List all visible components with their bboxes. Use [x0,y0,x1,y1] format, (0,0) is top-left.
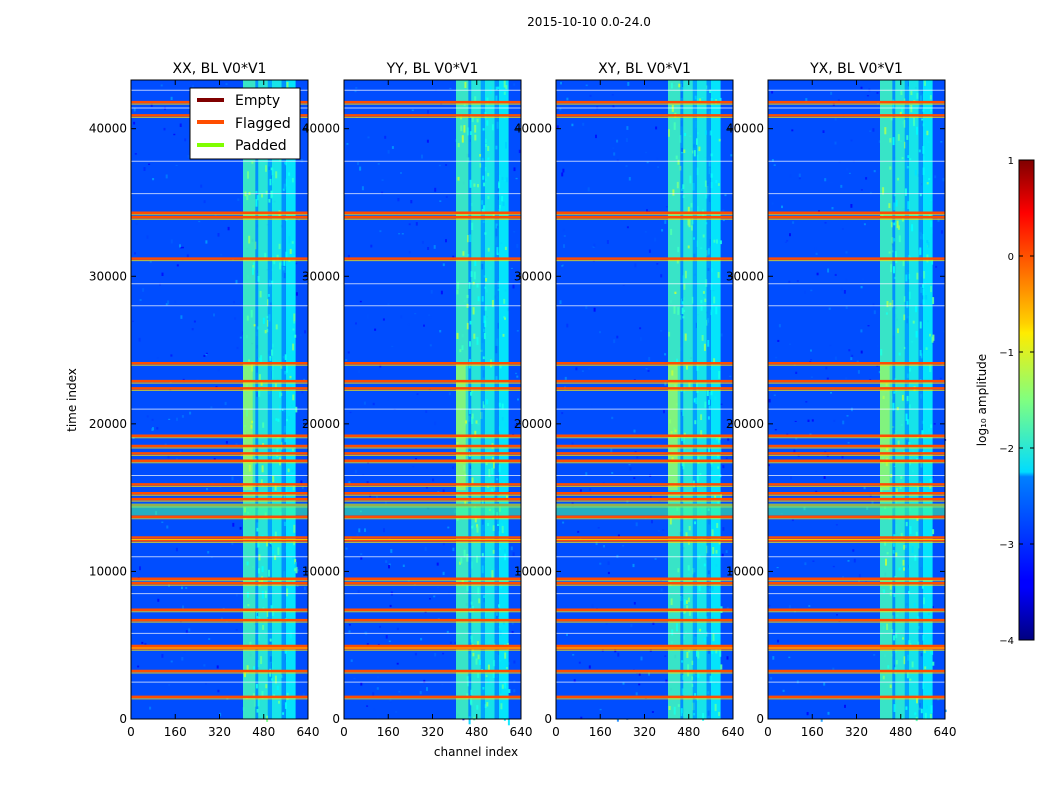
y-tick-label: 20000 [89,417,127,431]
panel-title: YY, BL V0*V1 [386,61,479,77]
x-tick-label: 480 [252,725,275,739]
colorbar-tick-label: −2 [999,444,1014,455]
bright-patch [880,364,890,491]
channel-band-6 [710,80,721,719]
channel-band-4 [697,80,707,719]
bright-patch [243,364,253,491]
x-axis-label: channel index [434,745,518,759]
x-tick-label: 480 [889,725,912,739]
legend-label-flagged: Flagged [235,116,291,132]
y-tick-label: 0 [544,712,552,726]
x-tick-label: 320 [845,725,868,739]
x-tick-label: 320 [421,725,444,739]
channel-band-6 [498,80,509,719]
panel-title: XY, BL V0*V1 [598,61,691,77]
channel-band-4 [909,80,919,719]
y-tick-label: 40000 [302,122,340,136]
channel-band-6 [922,80,933,719]
y-tick-label: 30000 [89,269,127,283]
panel-0: XX, BL V0*V1 0 160 320 480 640 0 10000 20000 3000… [89,61,320,739]
y-tick-label: 20000 [514,417,552,431]
x-tick-label: 640 [297,725,320,739]
channel-band-2 [683,80,693,719]
x-tick-label: 0 [127,725,135,739]
band-row [131,503,308,516]
y-axis-label: time index [65,368,79,432]
x-tick-label: 0 [340,725,348,739]
channel-band-4 [272,80,282,719]
channel-band-5 [281,80,286,719]
x-tick-label: 160 [164,725,187,739]
colorbar-tick-label: 0 [1008,252,1014,263]
channel-band-1 [680,80,684,719]
channel-band-5 [494,80,499,719]
y-tick-label: 0 [119,712,127,726]
colorbar-label: log₁₀ amplitude [975,354,989,446]
legend: Empty Flagged Padded [189,87,301,160]
channel-band-2 [258,80,268,719]
legend-label-padded: Padded [235,138,287,154]
channel-band-3 [267,80,272,719]
y-tick-label: 10000 [726,564,764,578]
x-tick-label: 160 [377,725,400,739]
channel-band-4 [485,80,495,719]
y-tick-label: 30000 [302,269,340,283]
flagged-rows [131,89,308,700]
channel-band-5 [706,80,711,719]
colorbar-gradient [1018,159,1035,641]
channel-band-6 [285,80,296,719]
colorbar-tick-label: −3 [999,540,1014,551]
panel-3: YX, BL V0*V1 0 160 320 480 640 0 10000 20000 3000… [726,61,957,739]
band-row [768,503,945,516]
x-tick-label: 320 [633,725,656,739]
y-tick-label: 40000 [514,122,552,136]
y-tick-label: 10000 [89,564,127,578]
x-tick-label: 480 [677,725,700,739]
x-tick-label: 160 [801,725,824,739]
channel-band-1 [468,80,472,719]
colorbar: 1 0 −1 −2 −3 −4 log₁₀ amplitude [975,156,1035,647]
y-tick-label: 30000 [514,269,552,283]
y-tick-label: 20000 [302,417,340,431]
y-tick-label: 40000 [726,122,764,136]
y-tick-label: 10000 [302,564,340,578]
channel-band-2 [895,80,905,719]
y-tick-label: 30000 [726,269,764,283]
figure-title: 2015-10-10 0.0-24.0 [527,15,651,29]
flagged-rows [556,89,733,700]
x-tick-label: 0 [552,725,560,739]
x-tick-label: 640 [934,725,957,739]
panel-2: XY, BL V0*V1 0 160 320 480 640 0 10000 20000 3000… [514,61,745,739]
legend-label-empty: Empty [235,93,280,109]
y-tick-label: 20000 [726,417,764,431]
channel-band-5 [918,80,923,719]
colorbar-tick-label: −4 [999,636,1014,647]
panel-title: YX, BL V0*V1 [809,61,903,77]
x-tick-label: 480 [465,725,488,739]
bright-channel-bands [456,80,511,726]
colorbar-tick-label: 1 [1008,156,1014,167]
x-tick-label: 640 [722,725,745,739]
band-row [556,503,733,516]
y-tick-label: 10000 [514,564,552,578]
channel-band-1 [255,80,259,719]
channel-band-3 [480,80,485,719]
x-tick-label: 0 [764,725,772,739]
panel-1: YY, BL V0*V1 0 160 320 480 640 0 10000 20000 3000… [302,61,533,739]
x-tick-label: 640 [510,725,533,739]
band-row [344,503,521,516]
y-tick-label: 40000 [89,122,127,136]
bright-patch [668,364,678,491]
colorbar-tick-label: −1 [999,348,1014,359]
x-tick-label: 160 [589,725,612,739]
y-tick-label: 0 [756,712,764,726]
panel-title: XX, BL V0*V1 [173,61,267,77]
channel-band-2 [471,80,481,719]
x-tick-label: 320 [208,725,231,739]
flagged-rows [768,89,945,700]
channel-band-1 [892,80,896,719]
y-tick-label: 0 [332,712,340,726]
bright-patch [456,364,466,491]
